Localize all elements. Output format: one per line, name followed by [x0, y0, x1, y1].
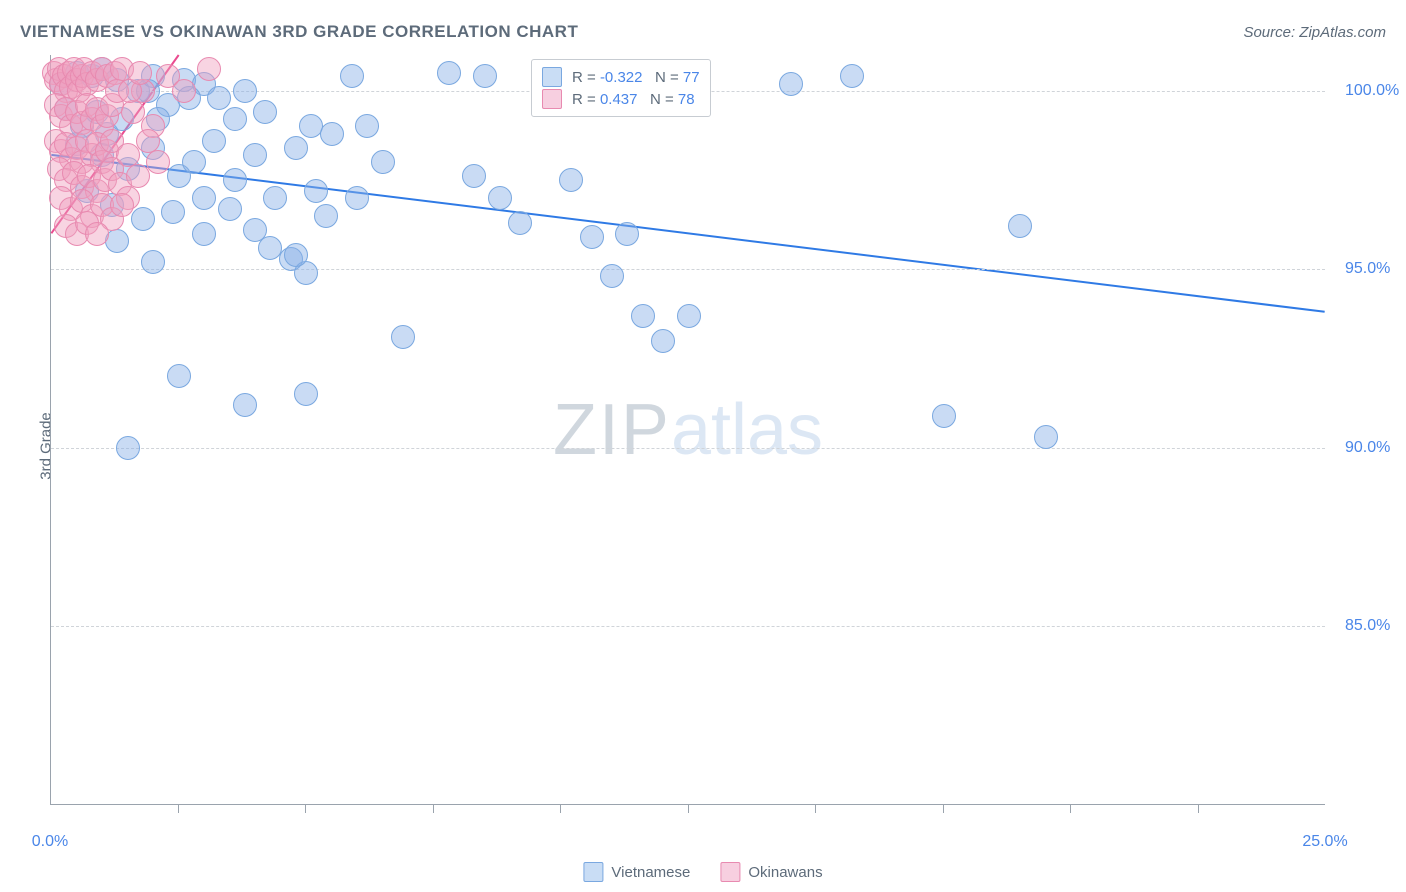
- data-point: [580, 225, 604, 249]
- data-point: [126, 164, 150, 188]
- gridline-horizontal: [51, 269, 1325, 270]
- legend-label: Vietnamese: [611, 864, 690, 881]
- data-point: [121, 100, 145, 124]
- x-tick-mark: [178, 805, 179, 813]
- data-point: [233, 393, 257, 417]
- legend-swatch: [542, 67, 562, 87]
- x-tick-mark: [688, 805, 689, 813]
- data-point: [1034, 425, 1058, 449]
- data-point: [345, 186, 369, 210]
- data-point: [167, 364, 191, 388]
- data-point: [131, 207, 155, 231]
- data-point: [146, 150, 170, 174]
- data-point: [263, 186, 287, 210]
- data-point: [615, 222, 639, 246]
- y-tick-label: 90.0%: [1345, 439, 1390, 457]
- data-point: [304, 179, 328, 203]
- data-point: [85, 222, 109, 246]
- data-point: [136, 129, 160, 153]
- data-point: [932, 404, 956, 428]
- data-point: [314, 204, 338, 228]
- data-point: [128, 61, 152, 85]
- data-point: [462, 164, 486, 188]
- legend-swatch: [583, 862, 603, 882]
- series-legend: Vietnamese Okinawans: [583, 862, 822, 882]
- data-point: [161, 200, 185, 224]
- data-point: [651, 329, 675, 353]
- gridline-horizontal: [51, 626, 1325, 627]
- watermark-zip: ZIP: [553, 390, 671, 470]
- chart-title: VIETNAMESE VS OKINAWAN 3RD GRADE CORRELA…: [20, 22, 578, 42]
- correlation-stats-legend: R = -0.322 N = 77 R = 0.437 N = 78: [531, 59, 711, 117]
- data-point: [340, 64, 364, 88]
- source-attribution: Source: ZipAtlas.com: [1243, 24, 1386, 41]
- data-point: [371, 150, 395, 174]
- data-point: [355, 114, 379, 138]
- trend-lines-layer: [51, 55, 1325, 804]
- x-tick-mark: [943, 805, 944, 813]
- data-point: [223, 107, 247, 131]
- data-point: [473, 64, 497, 88]
- y-tick-label: 100.0%: [1345, 82, 1399, 100]
- data-point: [207, 86, 231, 110]
- data-point: [508, 211, 532, 235]
- data-point: [253, 100, 277, 124]
- data-point: [488, 186, 512, 210]
- watermark-atlas: atlas: [671, 390, 823, 470]
- gridline-horizontal: [51, 448, 1325, 449]
- data-point: [192, 222, 216, 246]
- data-point: [233, 79, 257, 103]
- data-point: [1008, 214, 1032, 238]
- data-point: [116, 143, 140, 167]
- data-point: [840, 64, 864, 88]
- data-point: [110, 193, 134, 217]
- legend-label: Okinawans: [748, 864, 822, 881]
- data-point: [243, 143, 267, 167]
- data-point: [172, 79, 196, 103]
- y-tick-label: 95.0%: [1345, 260, 1390, 278]
- scatter-plot-area: ZIPatlas R = -0.322 N = 77 R = 0.437 N = …: [50, 55, 1325, 805]
- data-point: [141, 250, 165, 274]
- stats-legend-text: R = 0.437 N = 78: [572, 91, 695, 108]
- stats-legend-row: R = 0.437 N = 78: [542, 88, 700, 110]
- data-point: [600, 264, 624, 288]
- data-point: [779, 72, 803, 96]
- data-point: [197, 57, 221, 81]
- data-point: [105, 229, 129, 253]
- legend-swatch: [720, 862, 740, 882]
- data-point: [284, 243, 308, 267]
- x-axis-max-label: 25.0%: [1302, 833, 1347, 851]
- x-tick-mark: [1070, 805, 1071, 813]
- legend-item: Okinawans: [720, 862, 822, 882]
- data-point: [218, 197, 242, 221]
- data-point: [182, 150, 206, 174]
- legend-item: Vietnamese: [583, 862, 690, 882]
- x-tick-mark: [305, 805, 306, 813]
- data-point: [192, 186, 216, 210]
- data-point: [320, 122, 344, 146]
- data-point: [294, 382, 318, 406]
- stats-legend-row: R = -0.322 N = 77: [542, 66, 700, 88]
- x-tick-mark: [1198, 805, 1199, 813]
- data-point: [677, 304, 701, 328]
- x-tick-mark: [815, 805, 816, 813]
- x-axis-min-label: 0.0%: [32, 833, 68, 851]
- data-point: [116, 436, 140, 460]
- x-tick-mark: [433, 805, 434, 813]
- data-point: [223, 168, 247, 192]
- data-point: [299, 114, 323, 138]
- legend-swatch: [542, 89, 562, 109]
- data-point: [437, 61, 461, 85]
- watermark: ZIPatlas: [553, 389, 823, 471]
- data-point: [631, 304, 655, 328]
- y-tick-label: 85.0%: [1345, 617, 1390, 635]
- data-point: [202, 129, 226, 153]
- stats-legend-text: R = -0.322 N = 77: [572, 69, 700, 86]
- data-point: [559, 168, 583, 192]
- data-point: [391, 325, 415, 349]
- data-point: [284, 136, 308, 160]
- x-tick-mark: [560, 805, 561, 813]
